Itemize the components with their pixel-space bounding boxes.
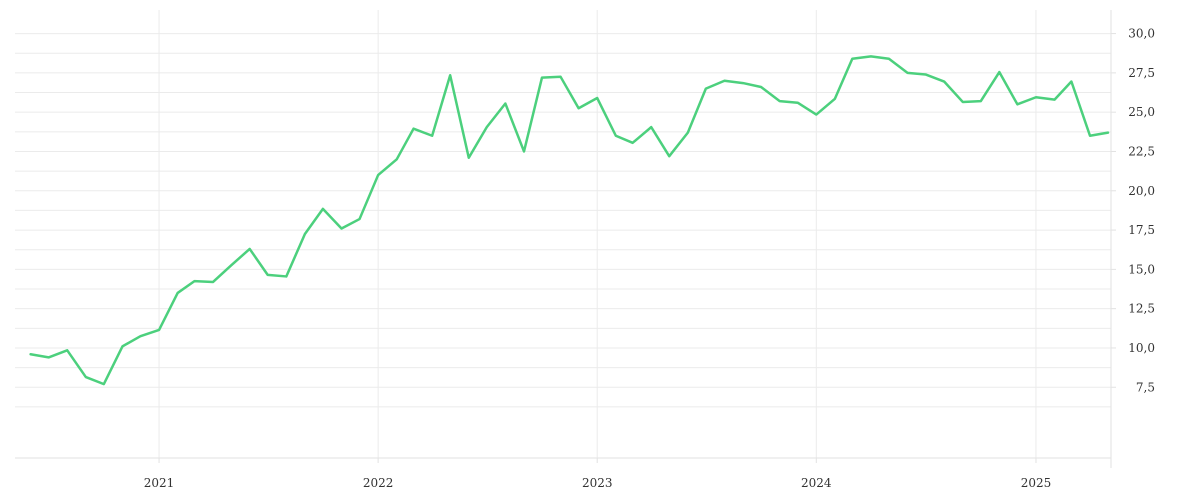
y-tick-label: 30,0 (1128, 27, 1155, 41)
y-tick-label: 20,0 (1128, 184, 1155, 198)
x-tick-label: 2023 (582, 476, 613, 490)
x-tick-label: 2024 (801, 476, 832, 490)
x-tick-label: 2022 (363, 476, 394, 490)
series-layer (29, 55, 1110, 386)
y-tick-label: 17,5 (1128, 223, 1155, 237)
y-tick-label: 12,5 (1128, 302, 1155, 316)
y-tick-label: 25,0 (1128, 105, 1155, 119)
y-tick-label: 7,5 (1136, 380, 1155, 394)
y-tick-label: 27,5 (1128, 66, 1155, 80)
x-gridlines (158, 10, 1037, 458)
x-tick-label: 2021 (144, 476, 175, 490)
y-tick-label: 22,5 (1128, 144, 1155, 158)
x-axis-ticks: 2021 2022 2023 2024 2025 (144, 458, 1051, 490)
series-line (29, 55, 1110, 386)
y-tick-label: 15,0 (1128, 262, 1155, 276)
y-gridlines (15, 33, 1111, 408)
y-axis-ticks: 7,5 10,0 12,5 15,0 17,5 20,0 22,5 25,0 27,5 30,0 (1111, 27, 1155, 394)
y-tick-label: 10,0 (1128, 341, 1155, 355)
x-tick-label: 2025 (1021, 476, 1052, 490)
